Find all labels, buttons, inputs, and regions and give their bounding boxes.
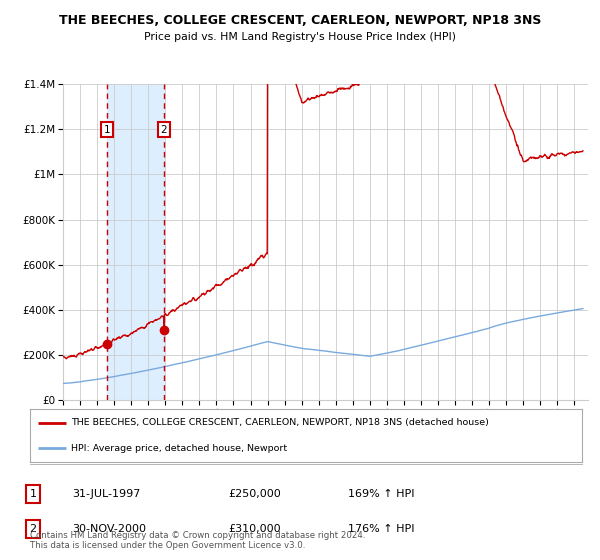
Text: Contains HM Land Registry data © Crown copyright and database right 2024.
This d: Contains HM Land Registry data © Crown c…	[30, 530, 365, 550]
Text: 176% ↑ HPI: 176% ↑ HPI	[348, 524, 415, 534]
Text: £310,000: £310,000	[228, 524, 281, 534]
Text: 1: 1	[29, 489, 37, 499]
Text: 2: 2	[161, 125, 167, 135]
Text: 1: 1	[104, 125, 110, 135]
Text: HPI: Average price, detached house, Newport: HPI: Average price, detached house, Newp…	[71, 444, 287, 452]
Text: £250,000: £250,000	[228, 489, 281, 499]
Bar	[107, 84, 164, 400]
Text: 30-NOV-2000: 30-NOV-2000	[72, 524, 146, 534]
Text: 2: 2	[29, 524, 37, 534]
Text: THE BEECHES, COLLEGE CRESCENT, CAERLEON, NEWPORT, NP18 3NS (detached house): THE BEECHES, COLLEGE CRESCENT, CAERLEON,…	[71, 418, 489, 427]
Text: Price paid vs. HM Land Registry's House Price Index (HPI): Price paid vs. HM Land Registry's House …	[144, 32, 456, 43]
Text: 31-JUL-1997: 31-JUL-1997	[72, 489, 140, 499]
Text: THE BEECHES, COLLEGE CRESCENT, CAERLEON, NEWPORT, NP18 3NS: THE BEECHES, COLLEGE CRESCENT, CAERLEON,…	[59, 14, 541, 27]
Text: 169% ↑ HPI: 169% ↑ HPI	[348, 489, 415, 499]
